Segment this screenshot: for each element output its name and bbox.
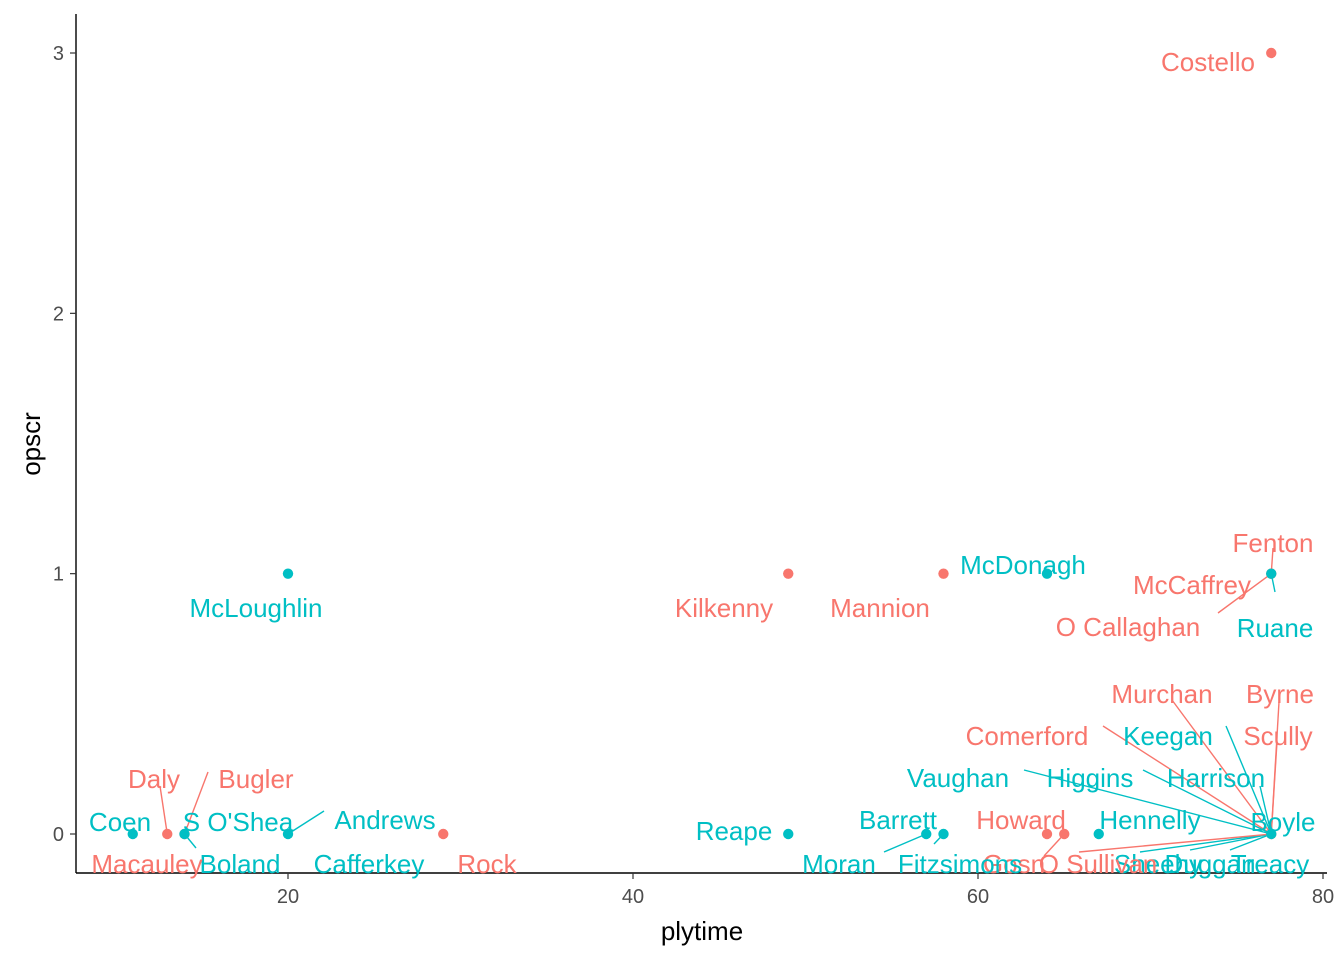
connector-higgins — [1142, 769, 1272, 835]
label-daly: Daly — [128, 764, 180, 794]
label-connectors — [159, 547, 1280, 857]
label-reape: Reape — [696, 816, 773, 846]
point-kilkenny — [783, 568, 794, 579]
connector-moran — [883, 833, 927, 853]
point-ruane — [1266, 568, 1277, 579]
point-mannion — [938, 568, 949, 579]
x-tick-label-20: 20 — [277, 886, 299, 908]
point-s-o-shea — [179, 828, 190, 840]
label-macauley: Macauley — [91, 849, 202, 879]
label-bugler: Bugler — [218, 764, 293, 794]
y-axis-title: opscr — [16, 412, 46, 476]
label-duggan: Duggan — [1164, 849, 1255, 879]
point-labels: Costello Fenton McCaffrey O Callaghan Ruane M… — [89, 47, 1316, 879]
point-howard — [1041, 828, 1053, 840]
label-boland: Boland — [200, 849, 281, 879]
connector-treacy — [1229, 833, 1272, 851]
x-tick-label-40: 40 — [622, 886, 644, 908]
label-comerford: Comerford — [966, 721, 1089, 751]
label-hennelly: Hennelly — [1099, 805, 1200, 835]
label-s-o-shea: S O'Shea — [183, 807, 294, 837]
label-boyle: Boyle — [1250, 807, 1315, 837]
x-axis-title: plytime — [661, 916, 743, 946]
point-reape — [783, 828, 794, 840]
point-coen — [127, 828, 138, 840]
connector-comerford — [1102, 725, 1272, 835]
axes — [75, 14, 1327, 874]
x-tick-label-80: 80 — [1312, 886, 1334, 908]
connector-daly — [159, 785, 168, 835]
point-fitzsimons — [938, 828, 949, 840]
label-mcdonagh: McDonagh — [960, 550, 1086, 580]
label-mannion: Mannion — [830, 593, 930, 623]
label-sheehy: Sheehy — [1114, 849, 1202, 879]
connector-keegan — [1225, 725, 1272, 835]
label-murchan: Murchan — [1111, 679, 1212, 709]
label-fenton: Fenton — [1233, 528, 1314, 558]
label-o-callaghan: O Callaghan — [1056, 612, 1201, 642]
connector-o-callaghan — [1217, 573, 1272, 614]
connector-vaughan — [1023, 769, 1272, 835]
label-byrne: Byrne — [1246, 679, 1314, 709]
connector-scully — [1270, 741, 1278, 835]
label-higgins: Higgins — [1047, 763, 1134, 793]
label-gosn: Gosn — [983, 849, 1045, 879]
label-o-sullivan: O Sullivan — [1039, 849, 1158, 879]
x-tick-label-60: 60 — [967, 886, 989, 908]
label-mccaffrey: McCaffrey — [1133, 570, 1251, 600]
label-cafferkey: Cafferkey — [314, 849, 425, 879]
point-rock — [438, 828, 449, 840]
label-barrett: Barrett — [859, 805, 938, 835]
point-barrett — [921, 828, 932, 840]
point-costello — [1266, 47, 1277, 59]
label-fitzsimons: Fitzsimons — [898, 849, 1022, 879]
label-howard: Howard — [976, 805, 1066, 835]
connector-murchan — [1171, 699, 1272, 835]
label-harrison: Harrison — [1167, 763, 1265, 793]
y-tick-label-0: 0 — [53, 824, 64, 846]
connector-bugler — [183, 771, 209, 835]
label-ruane: Ruane — [1237, 613, 1314, 643]
point-mcdonagh — [1041, 568, 1053, 579]
point-mcloughlin — [282, 568, 294, 579]
y-tick-label-3: 3 — [53, 43, 64, 65]
label-kilkenny: Kilkenny — [675, 593, 773, 623]
label-coen: Coen — [89, 807, 151, 837]
label-keegan: Keegan — [1123, 721, 1213, 751]
ticks: 20 40 60 80 0 1 2 3 — [53, 43, 1334, 908]
label-andrews: Andrews — [334, 805, 435, 835]
label-mcloughlin: McLoughlin — [190, 593, 323, 623]
points — [127, 47, 1277, 840]
point-hennelly — [1093, 828, 1104, 840]
label-moran: Moran — [802, 849, 876, 879]
label-treacy: Treacy — [1231, 849, 1310, 879]
y-tick-label-1: 1 — [53, 564, 64, 586]
label-costello: Costello — [1161, 47, 1255, 77]
label-scully: Scully — [1243, 721, 1312, 751]
connector-duggan — [1189, 833, 1272, 851]
connector-harrison — [1259, 785, 1272, 835]
y-tick-label-2: 2 — [53, 303, 64, 325]
label-rock: Rock — [457, 849, 517, 879]
point-daly — [162, 828, 173, 840]
label-vaughan: Vaughan — [907, 763, 1009, 793]
connector-andrews — [287, 810, 325, 835]
point-keegan — [1266, 828, 1277, 840]
connector-sheehy — [1139, 833, 1272, 853]
point-andrews — [282, 828, 294, 840]
connector-o-sullivan — [1078, 833, 1272, 853]
point-gosn — [1059, 828, 1070, 840]
